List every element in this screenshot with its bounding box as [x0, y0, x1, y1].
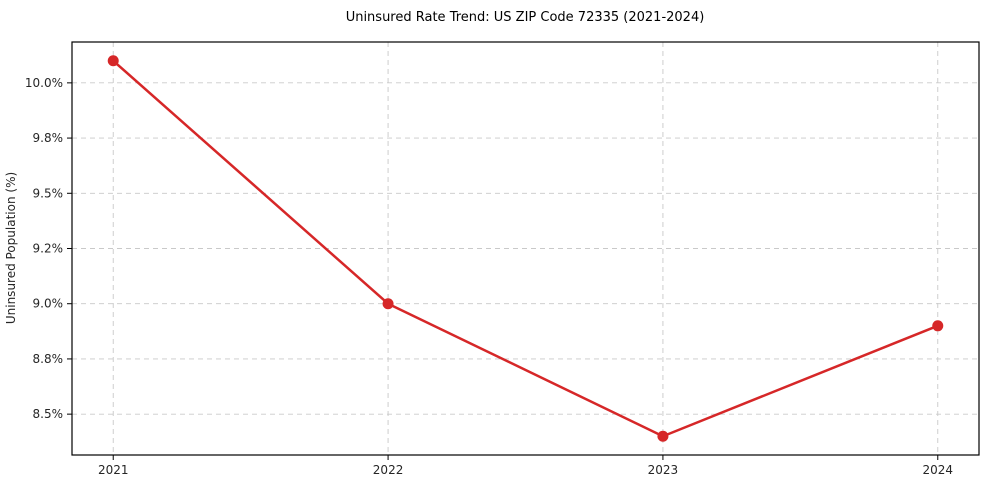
chart-title: Uninsured Rate Trend: US ZIP Code 72335 …	[346, 10, 705, 25]
y-tick-label: 9.2%	[33, 242, 64, 256]
data-point-marker	[657, 430, 669, 442]
data-point-marker	[107, 55, 119, 67]
y-axis-label: Uninsured Population (%)	[4, 172, 18, 324]
y-tick-label: 9.0%	[33, 297, 64, 311]
data-point-marker	[382, 298, 394, 310]
trend-line	[111, 59, 940, 438]
x-tick-label: 2021	[98, 463, 129, 477]
y-tick-label: 8.5%	[33, 407, 64, 421]
y-tick-label: 8.8%	[33, 352, 64, 366]
data-point-marker	[932, 320, 944, 332]
trend-line-series	[107, 55, 944, 442]
x-tick-label: 2023	[648, 463, 679, 477]
x-tick-label: 2022	[373, 463, 404, 477]
y-tick-label: 9.5%	[33, 186, 64, 200]
y-tick-label: 10.0%	[25, 76, 63, 90]
axes: 2021 2022 2023 2024 8.5% 8.8% 9.0% 9.2% 9.5% 9.8%…	[25, 41, 980, 477]
x-tick-label: 2024	[922, 463, 953, 477]
gridlines	[72, 42, 979, 455]
y-tick-label: 9.8%	[33, 131, 64, 145]
